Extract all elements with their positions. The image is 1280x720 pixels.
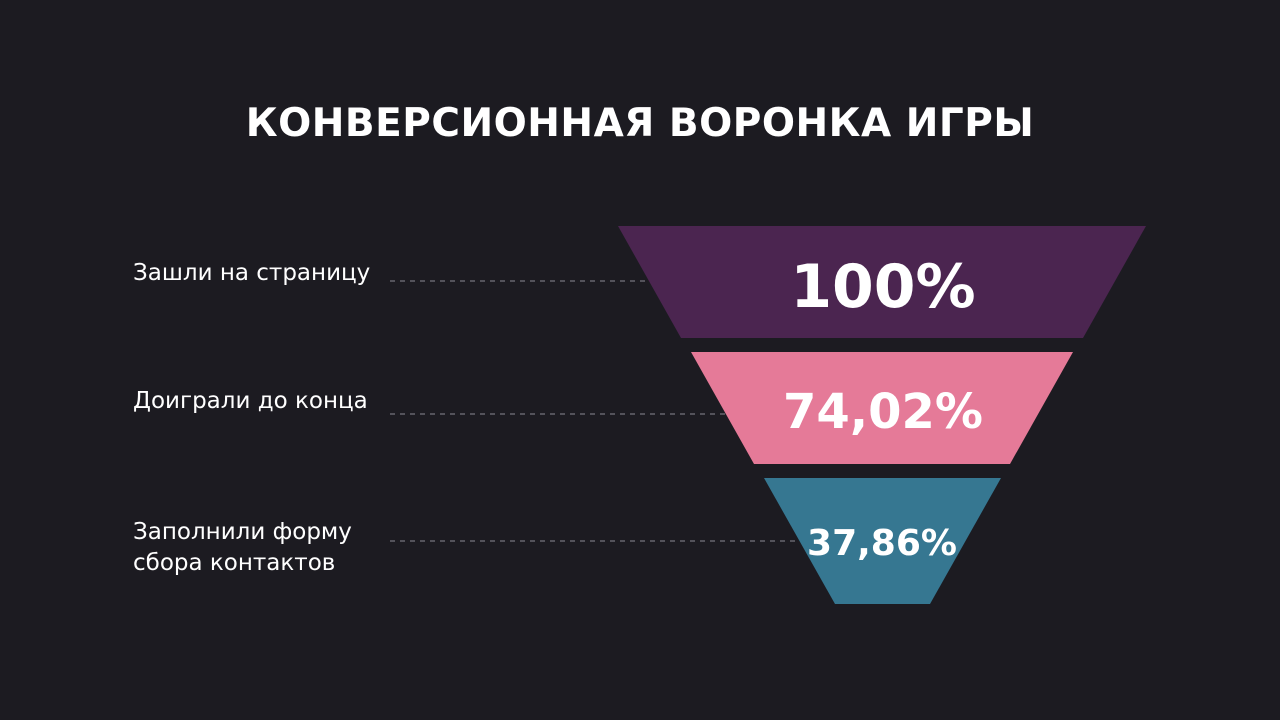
funnel-value-completed: 74,02% [783, 384, 983, 440]
stage-label-completed: Доиграли до конца [133, 388, 368, 414]
funnel-segment-filled-form [764, 478, 1001, 604]
funnel-segment-visited [618, 226, 1146, 338]
stage-label-filled-form: Заполнили форму сбора контактов [133, 519, 352, 576]
funnel-value-visited: 100% [790, 252, 975, 322]
chart-title: КОНВЕРСИОННАЯ ВОРОНКА ИГРЫ [245, 101, 1035, 146]
funnel-segment-completed [691, 352, 1073, 464]
stage-label-visited: Зашли на страницу [133, 260, 371, 286]
funnel-value-filled-form: 37,86% [807, 523, 957, 564]
